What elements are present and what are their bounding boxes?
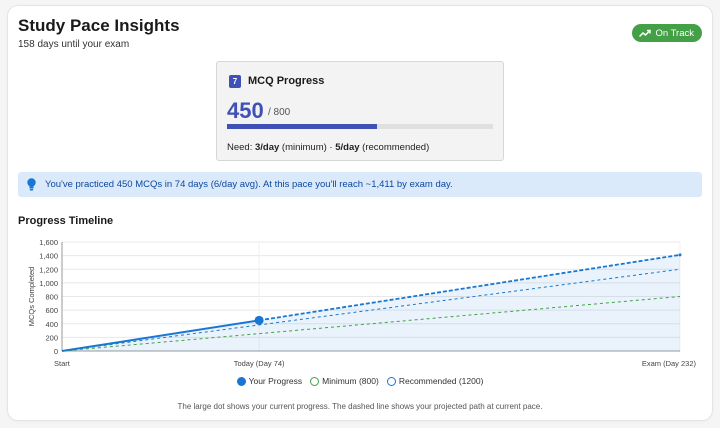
need-recommended: 5/day bbox=[335, 142, 360, 153]
chart-legend: Your Progress Minimum (800) Recommended (1… bbox=[8, 376, 712, 386]
x-tick-label: Today (Day 74) bbox=[234, 359, 285, 368]
y-tick-label: 1,000 bbox=[39, 279, 58, 288]
legend-item: Your Progress bbox=[236, 376, 303, 386]
days-until-exam: 158 days until your exam bbox=[18, 39, 130, 50]
mcq-progress-fill bbox=[227, 124, 377, 129]
timeline-title: Progress Timeline bbox=[18, 215, 114, 227]
y-tick-label: 1,200 bbox=[39, 265, 58, 274]
your-progress-line bbox=[61, 319, 260, 352]
mcq-goal: / 800 bbox=[268, 107, 291, 118]
chart-svg: 0 200 400 600 800 1,000 1,200 1,400 1,600 Start To… bbox=[27, 238, 697, 368]
question-bank-icon: 7 bbox=[229, 75, 241, 88]
legend-item: Recommended (1200) bbox=[386, 376, 484, 386]
lightbulb-icon bbox=[27, 178, 36, 191]
page-title: Study Pace Insights bbox=[18, 16, 180, 35]
mcq-progress-bar bbox=[227, 124, 493, 129]
daily-need: Need: 3/day (minimum) · 5/day (recommend… bbox=[227, 142, 429, 153]
x-tick-label: Exam (Day 232) bbox=[642, 359, 697, 368]
projection-area bbox=[62, 254, 680, 351]
mcq-progress-card: 7 MCQ Progress 450 / 800 Need: 3/day (mi… bbox=[216, 61, 504, 161]
y-axis-label: MCQs Completed bbox=[27, 267, 36, 327]
y-tick-label: 800 bbox=[45, 293, 58, 302]
x-tick-label: Start bbox=[54, 359, 71, 368]
legend-label: Minimum (800) bbox=[322, 376, 379, 386]
y-tick-label: 400 bbox=[45, 320, 58, 329]
status-badge: On Track bbox=[632, 24, 702, 42]
y-tick-label: 1,600 bbox=[39, 238, 58, 247]
projected-pace-line bbox=[258, 253, 681, 322]
legend-swatch bbox=[310, 376, 320, 386]
y-tick-label: 600 bbox=[45, 306, 58, 315]
legend-swatch bbox=[386, 376, 396, 386]
y-tick-label: 200 bbox=[45, 333, 58, 342]
need-minimum: 3/day bbox=[255, 142, 280, 153]
progress-timeline-chart: 0 200 400 600 800 1,000 1,200 1,400 1,600 Start To… bbox=[18, 232, 702, 372]
chart-footnote: The large dot shows your current progres… bbox=[177, 402, 543, 411]
mcq-count: 450 bbox=[227, 98, 264, 123]
pace-info-text: You've practiced 450 MCQs in 74 days (6/… bbox=[45, 179, 453, 190]
need-minimum-suffix: (minimum) · bbox=[279, 142, 336, 153]
pace-info-banner: You've practiced 450 MCQs in 74 days (6/… bbox=[18, 172, 702, 197]
trending-up-icon bbox=[639, 29, 652, 38]
y-tick-label: 0 bbox=[54, 347, 58, 356]
mcq-title: MCQ Progress bbox=[248, 75, 325, 87]
legend-item: Minimum (800) bbox=[310, 376, 379, 386]
legend-swatch bbox=[236, 376, 246, 386]
status-label: On Track bbox=[655, 27, 694, 39]
recommended-target-line bbox=[61, 268, 681, 352]
need-recommended-suffix: (recommended) bbox=[359, 142, 430, 153]
legend-label: Recommended (1200) bbox=[398, 376, 484, 386]
minimum-target-line bbox=[61, 296, 681, 352]
y-tick-label: 1,400 bbox=[39, 252, 58, 261]
need-prefix: Need: bbox=[227, 142, 255, 153]
current-progress-point bbox=[254, 315, 264, 325]
legend-label: Your Progress bbox=[248, 376, 303, 386]
projection-end-point bbox=[678, 253, 682, 257]
study-pace-card: Study Pace Insights 158 days until your … bbox=[8, 6, 712, 420]
